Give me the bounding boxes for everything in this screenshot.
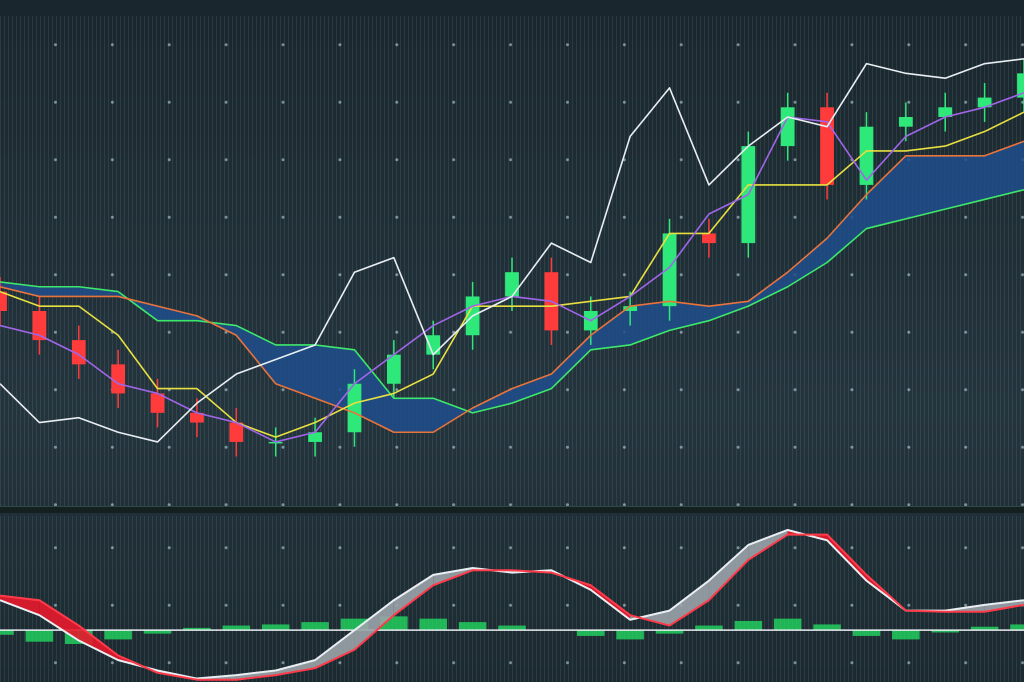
histogram-bar bbox=[852, 630, 881, 636]
candle-body bbox=[662, 233, 677, 307]
histogram-bar bbox=[773, 618, 802, 631]
histogram-bar bbox=[340, 618, 369, 631]
series-line bbox=[0, 533, 1024, 681]
histogram-bar bbox=[301, 622, 329, 631]
macd-band bbox=[630, 610, 670, 626]
candle-body bbox=[623, 306, 638, 311]
macd-band bbox=[708, 544, 749, 601]
candle-body bbox=[426, 335, 441, 355]
candle-body bbox=[308, 432, 322, 442]
macd-band bbox=[984, 600, 1024, 612]
candle-body bbox=[0, 291, 7, 311]
candle-body bbox=[859, 126, 874, 185]
macd-band bbox=[236, 670, 276, 680]
candle-body bbox=[229, 422, 244, 442]
candle-body bbox=[702, 233, 716, 244]
candle-body bbox=[111, 364, 126, 394]
histogram-bar bbox=[734, 620, 763, 631]
histogram-bar bbox=[222, 625, 251, 631]
grid-macd bbox=[0, 516, 1024, 682]
panel-divider bbox=[0, 506, 1024, 513]
histogram-bar bbox=[25, 630, 54, 642]
candle-body bbox=[938, 107, 953, 117]
histogram-bar bbox=[655, 630, 684, 634]
macd-band bbox=[315, 630, 355, 669]
series-line bbox=[0, 111, 1024, 438]
histogram-bar bbox=[970, 626, 999, 631]
series-line bbox=[0, 188, 1024, 414]
candle-body bbox=[150, 393, 165, 413]
histogram-bar bbox=[498, 625, 526, 631]
histogram-bar bbox=[183, 627, 211, 631]
candle-body bbox=[386, 354, 401, 384]
candle-body bbox=[32, 311, 47, 341]
macd-band bbox=[669, 580, 709, 626]
macd-band bbox=[39, 600, 79, 641]
histogram-bar bbox=[576, 630, 605, 636]
histogram-bar bbox=[1010, 624, 1024, 631]
candle-body bbox=[71, 340, 86, 365]
candle-body bbox=[505, 272, 519, 297]
histogram-bar bbox=[0, 630, 14, 635]
cloud bbox=[0, 141, 1024, 433]
histogram-bar bbox=[616, 630, 644, 640]
histogram-bar bbox=[104, 630, 132, 640]
candle-body bbox=[190, 412, 204, 423]
candle-body bbox=[1017, 73, 1024, 98]
macd-band bbox=[0, 595, 40, 616]
histogram-bar bbox=[143, 630, 172, 634]
candle-body bbox=[347, 383, 362, 433]
candle-body bbox=[977, 97, 992, 108]
candle-body bbox=[898, 117, 913, 127]
macd-band bbox=[275, 660, 316, 676]
macd-band bbox=[354, 600, 394, 650]
macd-band bbox=[393, 574, 434, 616]
histogram-bar bbox=[261, 624, 290, 631]
histogram-bar bbox=[458, 622, 487, 631]
histogram-bar bbox=[813, 624, 841, 631]
macd-band bbox=[827, 534, 867, 581]
series-line bbox=[0, 528, 1024, 680]
histogram-bar bbox=[892, 630, 920, 640]
histogram-bar bbox=[419, 618, 448, 631]
histogram-bar bbox=[931, 630, 960, 633]
series-line bbox=[0, 140, 1024, 434]
series-line bbox=[0, 58, 1024, 443]
histogram-bar bbox=[695, 625, 723, 631]
